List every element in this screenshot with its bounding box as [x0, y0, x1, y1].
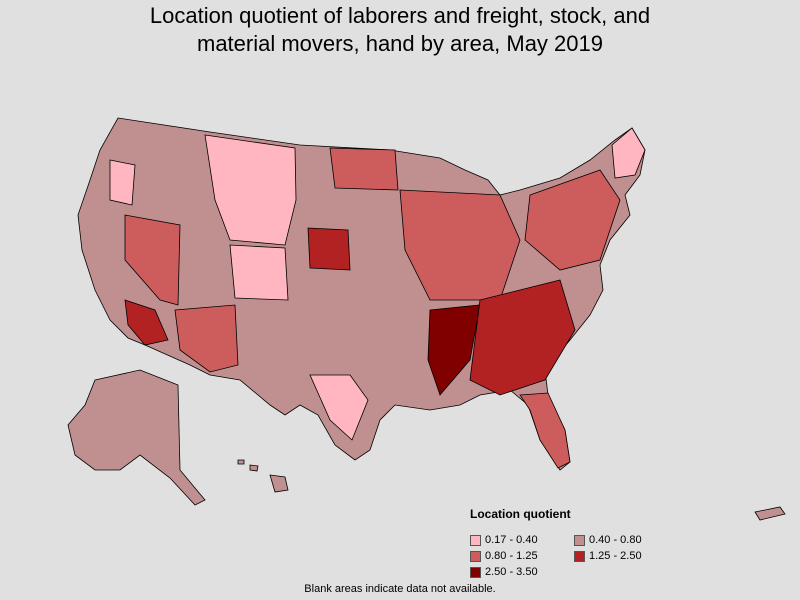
title-line-2: material movers, hand by area, May 2019: [197, 31, 603, 56]
legend-item-3: 0.80 - 1.25: [470, 549, 574, 563]
region-montana-wyoming[interactable]: [204, 134, 297, 246]
contiguous-us: [77, 117, 646, 471]
hawaii-island-3[interactable]: [237, 459, 245, 465]
alaska-shape[interactable]: [67, 369, 206, 506]
legend-swatch-3: [470, 550, 481, 562]
legend-grid: 0.17 - 0.40 0.40 - 0.80 0.80 - 1.25 1.25…: [470, 533, 700, 579]
region-southeast[interactable]: [469, 279, 576, 396]
legend-item-2: 0.40 - 0.80: [574, 533, 684, 547]
legend-label-1: 0.17 - 0.40: [485, 534, 538, 546]
legend-item-4: 1.25 - 2.50: [574, 549, 684, 563]
region-tennessee-mississippi[interactable]: [427, 304, 481, 396]
legend-swatch-4: [574, 550, 585, 562]
region-northeast[interactable]: [524, 169, 621, 271]
legend: Location quotient 0.17 - 0.40 0.40 - 0.8…: [470, 507, 700, 579]
legend-item-5: 2.50 - 3.50: [470, 565, 574, 579]
legend-label-4: 1.25 - 2.50: [589, 550, 642, 562]
legend-item-1: 0.17 - 0.40: [470, 533, 574, 547]
hawaii-island-1[interactable]: [269, 474, 289, 493]
legend-swatch-1: [470, 534, 481, 546]
footnote: Blank areas indicate data not available.: [304, 583, 496, 595]
hawaii-island-2[interactable]: [249, 464, 259, 472]
region-nevada[interactable]: [124, 214, 181, 306]
region-southern-california[interactable]: [124, 299, 169, 346]
map-title: Location quotient of laborers and freigh…: [0, 2, 800, 58]
puerto-rico-shape[interactable]: [754, 506, 786, 521]
legend-swatch-5: [470, 566, 481, 578]
region-north-dakota[interactable]: [329, 147, 399, 191]
region-maine[interactable]: [611, 127, 646, 179]
legend-swatch-2: [574, 534, 585, 546]
region-florida[interactable]: [519, 392, 571, 469]
region-kansas[interactable]: [307, 227, 351, 271]
region-arizona-new-mexico[interactable]: [174, 304, 239, 373]
legend-title: Location quotient: [470, 507, 571, 521]
title-line-1: Location quotient of laborers and freigh…: [149, 3, 651, 28]
region-colorado[interactable]: [229, 244, 289, 301]
legend-label-5: 2.50 - 3.50: [485, 566, 538, 578]
region-idaho[interactable]: [109, 159, 136, 206]
legend-label-3: 0.80 - 1.25: [485, 550, 538, 562]
legend-label-2: 0.40 - 0.80: [589, 534, 642, 546]
hawaii-shape: [237, 459, 289, 493]
region-texas-interior[interactable]: [309, 374, 369, 441]
